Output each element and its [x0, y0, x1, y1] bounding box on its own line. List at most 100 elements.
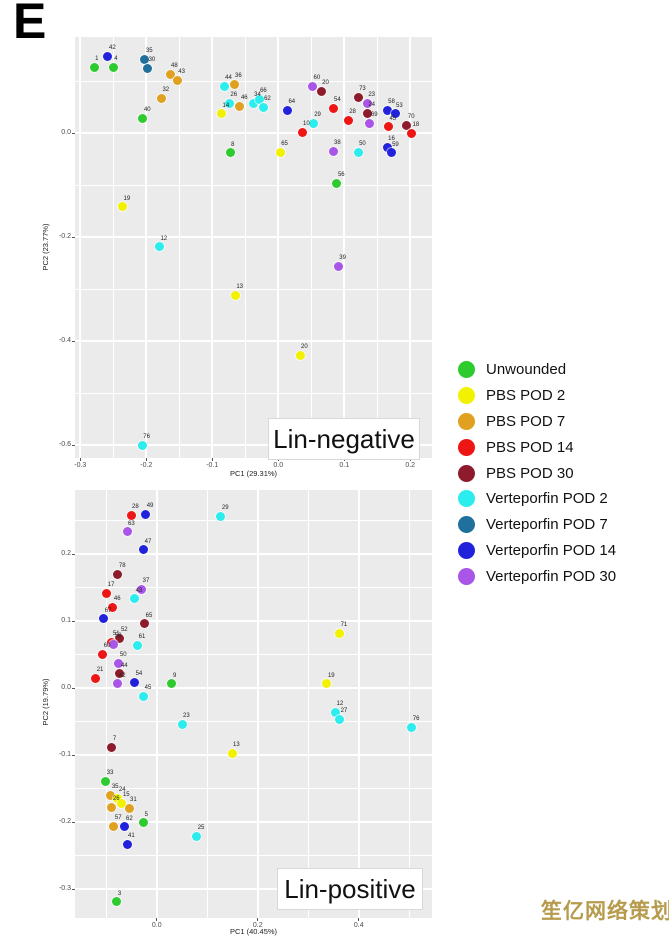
legend-item: PBS POD 14: [458, 434, 616, 460]
legend-item: PBS POD 7: [458, 409, 616, 435]
data-point-label: 25: [197, 825, 205, 832]
data-point: [224, 98, 234, 108]
data-point: [192, 831, 202, 841]
data-point-label: 14: [222, 102, 230, 109]
data-point-label: 20: [322, 80, 329, 87]
data-point: [382, 142, 392, 152]
y-tick-mark: [72, 620, 75, 622]
data-point: [308, 81, 318, 91]
legend-color-dot-icon: [458, 490, 475, 508]
data-point: [108, 602, 118, 612]
data-point-label: 23: [368, 92, 376, 98]
data-point-label: 45: [389, 115, 397, 122]
data-point-label: 78: [118, 563, 126, 570]
data-point-label: 8: [231, 141, 235, 148]
major-gridline: [409, 37, 412, 458]
data-point: [362, 98, 372, 108]
x-tick-label: -0.2: [140, 462, 153, 469]
data-point-label: 73: [359, 86, 366, 93]
data-point-label: 31: [130, 797, 137, 804]
data-point-label: 26: [112, 796, 120, 803]
major-gridline: [75, 754, 432, 757]
y-tick-label: -0.4: [58, 337, 71, 345]
data-point: [282, 105, 292, 115]
major-gridline: [343, 37, 346, 458]
data-point: [248, 98, 258, 108]
data-point-label: 50: [359, 141, 366, 148]
data-point: [362, 108, 372, 118]
data-point: [235, 101, 245, 111]
data-point: [258, 102, 268, 112]
data-point: [108, 62, 118, 72]
data-point: [103, 51, 113, 61]
data-point-label: 60: [313, 75, 321, 82]
legend-color-dot-icon: [458, 438, 475, 456]
data-point-label: 62: [125, 815, 133, 822]
major-gridline: [211, 37, 214, 458]
y-tick-label: 0.1: [61, 617, 71, 625]
data-point-label: 5: [144, 811, 149, 818]
data-point-label: 65: [281, 141, 288, 148]
data-point: [165, 69, 175, 79]
major-gridline: [79, 37, 82, 458]
data-point: [112, 897, 122, 907]
data-point-label: 18: [412, 122, 420, 129]
data-point-label: 9: [172, 672, 177, 679]
y-tick-label: 0.2: [61, 550, 71, 558]
data-point: [143, 63, 153, 73]
minor-gridline: [105, 490, 107, 918]
y-tick-label: -0.6: [58, 441, 71, 448]
data-point-label: 42: [108, 45, 116, 52]
data-point: [333, 261, 343, 271]
x-tick-label: 0.1: [339, 462, 350, 469]
data-point: [156, 93, 166, 103]
data-point: [98, 649, 108, 659]
minor-gridline: [310, 37, 312, 458]
data-point-label: 54: [334, 97, 341, 104]
legend-item-label: Verteporfin POD 30: [486, 567, 617, 585]
major-gridline: [155, 490, 158, 918]
minor-gridline: [75, 288, 432, 290]
data-point-label: 56: [337, 172, 345, 179]
data-point: [353, 92, 363, 102]
data-point: [353, 147, 363, 157]
legend-color-dot-icon: [458, 412, 475, 430]
data-point: [109, 821, 119, 831]
data-point: [365, 118, 375, 128]
data-point-label: 42: [118, 672, 126, 679]
data-point: [139, 818, 149, 828]
minor-gridline: [75, 587, 432, 589]
minor-gridline: [206, 490, 208, 918]
data-point: [124, 803, 134, 813]
data-point: [295, 350, 305, 360]
minor-gridline: [75, 184, 432, 186]
data-point-label: 58: [388, 99, 395, 106]
y-tick-mark: [72, 553, 75, 555]
data-point-label: 20: [301, 344, 308, 351]
data-point-label: 26: [230, 92, 238, 98]
y-tick-label: -0.1: [58, 751, 71, 759]
y-tick-mark: [72, 444, 75, 446]
data-point: [225, 148, 235, 158]
data-point: [332, 178, 342, 188]
data-point: [382, 105, 392, 115]
data-point: [118, 202, 127, 212]
major-gridline: [75, 340, 432, 343]
data-point-label: 13: [236, 284, 244, 291]
y-tick-mark: [72, 821, 75, 823]
data-point-label: 35: [145, 48, 153, 55]
legend-item: PBS POD 30: [458, 460, 616, 486]
data-point: [343, 115, 353, 125]
data-point: [140, 54, 150, 64]
data-point-label: 27: [340, 708, 348, 715]
major-gridline: [75, 687, 432, 690]
major-gridline: [75, 553, 432, 556]
major-gridline: [75, 444, 432, 446]
data-point: [216, 511, 226, 521]
legend-item-label: PBS POD 7: [486, 412, 566, 430]
legend-item: Verteporfin POD 14: [458, 538, 616, 564]
data-point-label: 36: [235, 73, 242, 80]
data-point-label: 76: [412, 716, 420, 723]
data-point-label: 15: [122, 792, 130, 799]
data-point: [154, 242, 164, 252]
